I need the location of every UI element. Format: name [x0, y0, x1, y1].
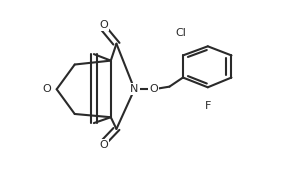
- Text: O: O: [100, 140, 109, 150]
- Text: F: F: [205, 101, 211, 111]
- Text: O: O: [42, 84, 51, 94]
- Text: Cl: Cl: [175, 28, 186, 38]
- Text: O: O: [100, 20, 109, 30]
- Text: N: N: [130, 84, 139, 94]
- Text: O: O: [149, 84, 158, 94]
